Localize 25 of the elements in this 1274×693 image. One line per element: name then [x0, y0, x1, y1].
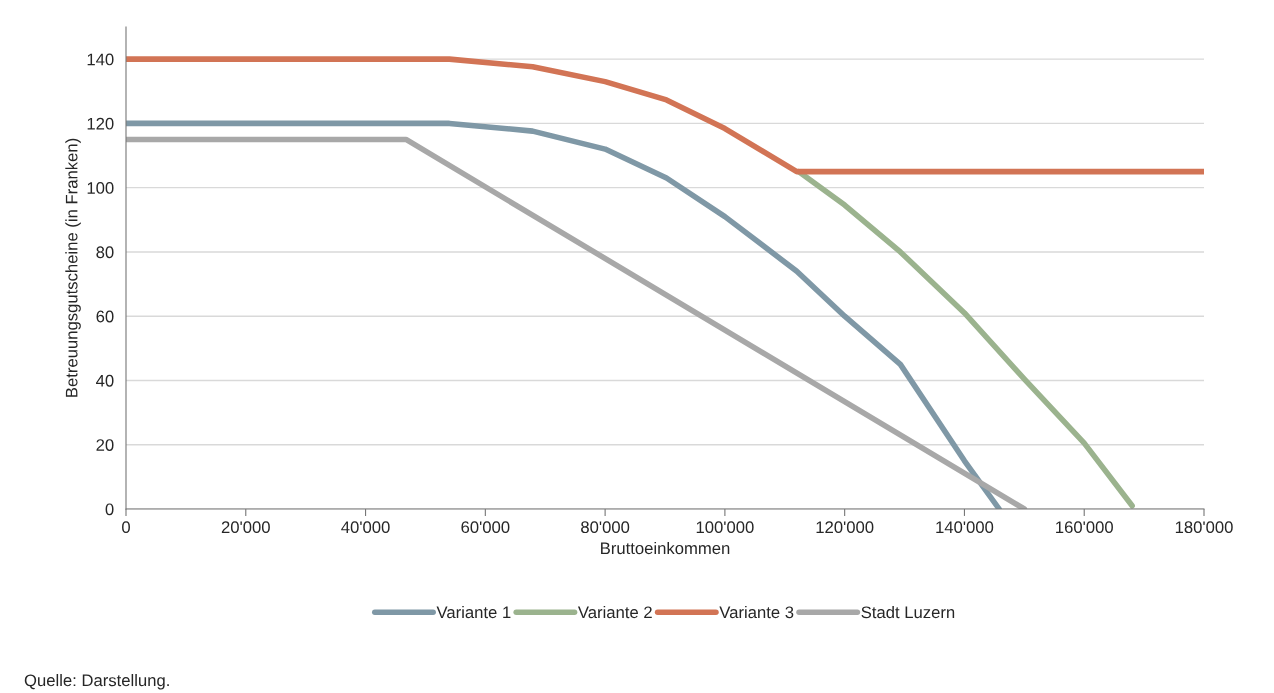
x-tick-label: 80'000	[581, 521, 630, 534]
x-tick-label: 100'000	[696, 521, 754, 534]
y-tick-label: 60	[96, 310, 114, 323]
legend-label: Variante 2	[577, 605, 652, 619]
x-tick-label: 0	[122, 521, 130, 534]
y-tick-label: 0	[105, 503, 114, 516]
legend-label: Stadt Luzern	[861, 605, 955, 619]
y-tick-label: 100	[87, 182, 114, 194]
x-tick-label: 60'000	[461, 521, 510, 534]
x-tick-label: 40'000	[341, 521, 390, 534]
y-tick-label: 140	[87, 53, 114, 66]
x-axis-title: Bruttoeinkommen	[601, 541, 730, 555]
x-tick-label: 180'000	[1175, 521, 1233, 534]
source-note: Quelle: Darstellung.	[24, 674, 169, 690]
y-tick-label: 80	[96, 246, 114, 259]
x-tick-label: 140'000	[936, 521, 994, 534]
x-tick-label: 120'000	[816, 521, 874, 534]
y-tick-label: 120	[87, 117, 114, 130]
y-axis-title: Betreuungsgutscheine (in Franken)	[65, 138, 81, 397]
legend-label: Variante 1	[436, 605, 511, 619]
y-tick-label: 40	[96, 374, 114, 387]
legend-label: Variante 3	[719, 605, 794, 619]
x-tick-label: 160'000	[1056, 521, 1113, 534]
x-tick-label: 20'000	[221, 521, 270, 534]
y-tick-label: 20	[96, 439, 114, 451]
